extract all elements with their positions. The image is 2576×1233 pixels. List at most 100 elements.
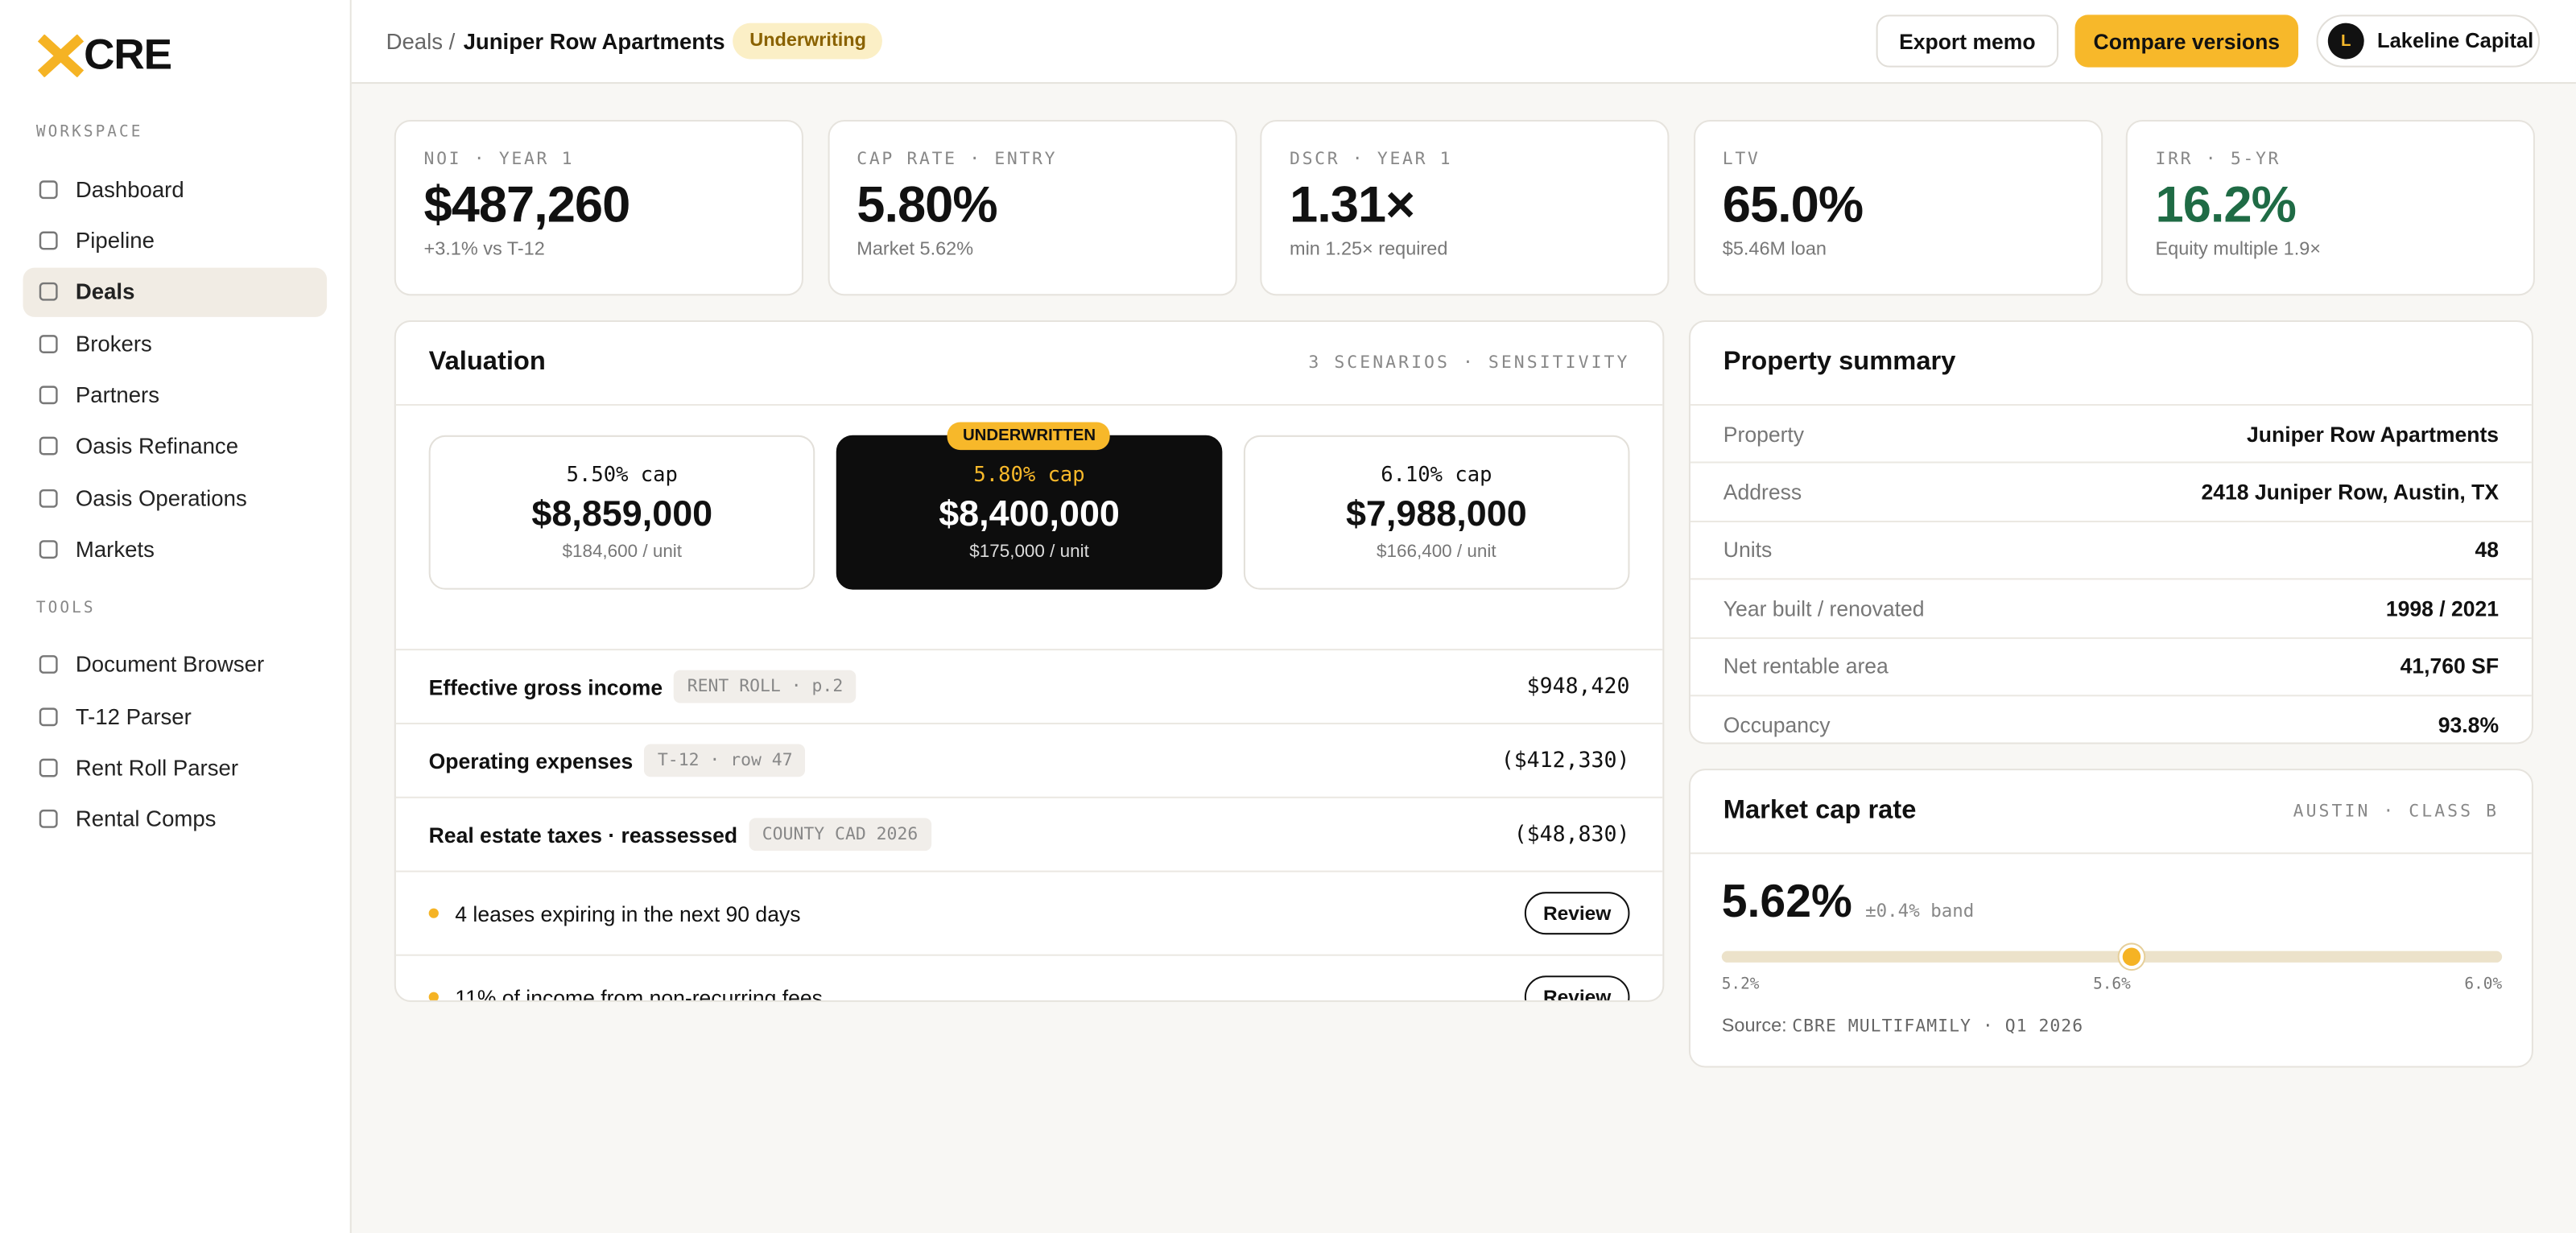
kpi-label: CAP RATE · ENTRY — [857, 149, 1058, 170]
scenario-badge: UNDERWRITTEN — [947, 422, 1111, 451]
nav-label: Partners — [75, 382, 160, 408]
line-label: Effective gross income — [428, 674, 663, 699]
card-title: Market cap rate — [1723, 796, 1917, 825]
summary-row: Address 2418 Juniper Row, Austin, TX — [1690, 462, 2532, 520]
nav-item[interactable]: Rental Comps — [23, 795, 328, 844]
kpi-value: 65.0% — [1722, 175, 1864, 233]
summary-key: Property — [1723, 421, 1805, 447]
compare-button[interactable]: Compare versions — [2074, 14, 2299, 68]
line-left: Operating expenses T-12 · row 47 — [429, 744, 806, 777]
alert-text: 11% of income from non-recurring fees — [455, 984, 823, 1002]
nav-icon — [39, 334, 58, 353]
valuation-line: Real estate taxes · reassessed COUNTY CAD… — [395, 796, 1663, 871]
kpi-card: DSCR · YEAR 1 1.31× min 1.25× required — [1260, 119, 1670, 296]
review-button[interactable]: Review — [1524, 975, 1630, 1000]
alert-left: 4 leases expiring in the next 90 days — [428, 901, 801, 926]
nav: WORKSPACE Dashboard Pipeline Deals Brokers Pa… — [0, 123, 350, 847]
alert-dot — [428, 908, 439, 918]
account-avatar: L — [2327, 23, 2364, 60]
summary-key: Year built / renovated — [1723, 596, 1925, 621]
nav-icon — [39, 386, 58, 405]
line-label: Operating expenses — [428, 748, 634, 773]
scenario-per-unit: $166,400 / unit — [1377, 542, 1496, 562]
kpi-card: IRR · 5-YR 16.2% Equity multiple 1.9× — [2125, 119, 2535, 296]
nav-icon — [39, 437, 58, 456]
summary-value: Juniper Row Apartments — [2247, 421, 2500, 447]
export-button[interactable]: Export memo — [1876, 14, 2059, 68]
nav-item[interactable]: Dashboard — [23, 164, 328, 213]
line-left: Effective gross income RENT ROLL · p.2 — [429, 670, 857, 703]
nav-item[interactable]: Rent Roll Parser — [23, 743, 328, 792]
scenario-value: $8,859,000 — [531, 493, 713, 534]
kpi-value: 16.2% — [2155, 175, 2297, 233]
nav-label: Deals — [75, 279, 135, 305]
nav-icon — [39, 179, 58, 199]
line-amount: ($412,330) — [1501, 748, 1630, 773]
card-header: Valuation 3 SCENARIOS · SENSITIVITY — [395, 322, 1663, 406]
nav-item[interactable]: Document Browser — [23, 640, 328, 689]
source-value: CBRE MULTIFAMILY · Q1 2026 — [1792, 1017, 2084, 1037]
line-amount: ($48,830) — [1513, 822, 1630, 847]
scenario-cap: 6.10% cap — [1381, 461, 1492, 487]
kpi-value: $487,260 — [423, 175, 631, 233]
valuation-lines: Effective gross income RENT ROLL · p.2 $94… — [395, 649, 1663, 1002]
card-title: Property summary — [1723, 348, 1956, 377]
nav-label: Rental Comps — [75, 806, 217, 832]
nav-item[interactable]: Oasis Operations — [23, 473, 328, 522]
nav-label: Pipeline — [75, 228, 155, 254]
card-header: Market cap rate AUSTIN · CLASS B — [1690, 770, 2532, 855]
nav-item[interactable]: Brokers — [23, 319, 328, 368]
scenario-value: $8,400,000 — [939, 493, 1120, 534]
summary-key: Address — [1723, 480, 1802, 505]
nav-icon — [39, 758, 58, 777]
valuation-line: Effective gross income RENT ROLL · p.2 $94… — [395, 649, 1663, 723]
nav-label: Oasis Operations — [75, 485, 247, 511]
nav-label: Markets — [75, 537, 155, 563]
kpi-label: NOI · YEAR 1 — [423, 149, 575, 170]
summary-key: Occupancy — [1723, 711, 1831, 737]
cap-marker — [2120, 944, 2145, 970]
alert-left: 11% of income from non-recurring fees — [428, 984, 823, 1002]
cap-scale: 5.2% 5.6% 6.0% — [1722, 975, 2502, 999]
review-button[interactable]: Review — [1524, 892, 1630, 935]
market-cap-card: Market cap rate AUSTIN · CLASS B 5.62% ±0… — [1688, 769, 2533, 1068]
nav-item[interactable]: Oasis Refinance — [23, 422, 328, 471]
nav-item[interactable]: Partners — [23, 370, 328, 419]
nav-icon — [39, 231, 58, 250]
card-title: Valuation — [428, 348, 546, 377]
scenario-card[interactable]: UNDERWRITTEN 5.80% cap $8,400,000 $175,000 … — [836, 422, 1223, 590]
valuation-card: Valuation 3 SCENARIOS · SENSITIVITY 5.50%… — [394, 320, 1665, 1002]
nav-icon — [39, 282, 58, 302]
nav-icon — [39, 540, 58, 559]
scenario-per-unit: $175,000 / unit — [969, 542, 1089, 562]
line-amount: $948,420 — [1526, 674, 1630, 699]
nav-item[interactable]: Pipeline — [23, 216, 328, 265]
nav-list: Document Browser T-12 Parser Rent Roll Par… — [0, 640, 350, 843]
scenario-card[interactable]: 5.50% cap $8,859,000 $184,600 / unit — [428, 435, 815, 590]
status-badge: Underwriting — [733, 23, 883, 60]
nav-section-title: TOOLS — [35, 599, 96, 617]
source: Source: CBRE MULTIFAMILY · Q1 2026 — [1722, 1017, 2083, 1036]
kpi-label: IRR · 5-YR — [2155, 149, 2281, 170]
kpi-label: LTV — [1722, 149, 1761, 170]
account[interactable]: L Lakeline Capital — [2316, 14, 2541, 68]
nav-label: Dashboard — [75, 176, 184, 201]
kpi-note: Market 5.62% — [857, 239, 974, 260]
alert-row: 11% of income from non-recurring fees Rev… — [395, 954, 1663, 1002]
logo[interactable]: CRE — [37, 30, 172, 80]
topbar: Deals / Juniper Row Apartments Underwrit… — [351, 0, 2576, 85]
nav-item[interactable]: Deals — [23, 267, 328, 317]
scenario-card[interactable]: 6.10% cap $7,988,000 $166,400 / unit — [1243, 435, 1630, 590]
kpi-note: $5.46M loan — [1722, 239, 1827, 260]
breadcrumb-root[interactable]: Deals / — [386, 28, 456, 54]
nav-item[interactable]: T-12 Parser — [23, 691, 328, 740]
nav-item[interactable]: Markets — [23, 526, 328, 575]
source-chip: T-12 · row 47 — [644, 744, 806, 777]
nav-icon — [39, 489, 58, 508]
nav-section-title: WORKSPACE — [35, 123, 143, 142]
line-left: Real estate taxes · reassessed COUNTY CAD… — [429, 818, 931, 852]
scenario-cap: 5.80% cap — [973, 461, 1085, 487]
source-label: Source: — [1721, 1017, 1787, 1037]
summary-value: 93.8% — [2438, 711, 2500, 737]
